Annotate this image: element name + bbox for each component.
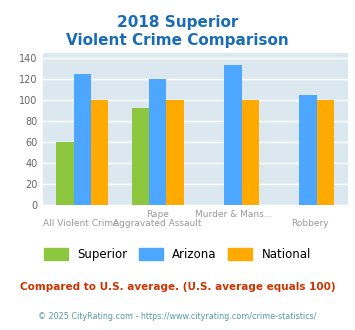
Bar — [224, 65, 241, 205]
Text: All Violent Crime: All Violent Crime — [43, 219, 119, 228]
Text: Rape: Rape — [146, 210, 169, 218]
Text: Aggravated Assault: Aggravated Assault — [113, 219, 201, 228]
Bar — [56, 142, 74, 205]
Bar — [132, 108, 149, 205]
Text: Robbery: Robbery — [291, 219, 328, 228]
Text: Murder & Mans...: Murder & Mans... — [195, 210, 272, 218]
Text: 2018 Superior: 2018 Superior — [117, 15, 238, 30]
Bar — [241, 100, 259, 205]
Bar — [74, 74, 91, 205]
Text: Compared to U.S. average. (U.S. average equals 100): Compared to U.S. average. (U.S. average … — [20, 282, 335, 292]
Bar — [317, 100, 334, 205]
Legend: Superior, Arizona, National: Superior, Arizona, National — [39, 244, 316, 266]
Text: © 2025 CityRating.com - https://www.cityrating.com/crime-statistics/: © 2025 CityRating.com - https://www.city… — [38, 312, 317, 321]
Bar — [91, 100, 108, 205]
Bar — [149, 79, 166, 205]
Bar — [299, 95, 317, 205]
Text: Violent Crime Comparison: Violent Crime Comparison — [66, 33, 289, 48]
Bar — [166, 100, 184, 205]
